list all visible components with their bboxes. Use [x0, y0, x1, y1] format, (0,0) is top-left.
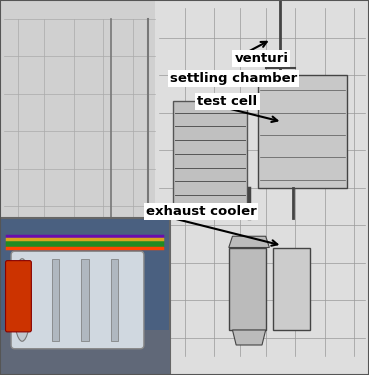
Ellipse shape: [13, 259, 31, 341]
FancyBboxPatch shape: [173, 101, 247, 206]
Text: exhaust cooler: exhaust cooler: [146, 206, 256, 218]
Text: venturi: venturi: [234, 52, 288, 64]
FancyBboxPatch shape: [111, 259, 118, 341]
FancyBboxPatch shape: [81, 259, 89, 341]
Polygon shape: [229, 236, 269, 248]
FancyBboxPatch shape: [258, 75, 347, 188]
Text: test cell: test cell: [197, 95, 258, 108]
FancyBboxPatch shape: [11, 251, 144, 349]
FancyBboxPatch shape: [273, 248, 310, 330]
FancyBboxPatch shape: [229, 248, 266, 330]
FancyBboxPatch shape: [155, 0, 369, 375]
FancyBboxPatch shape: [0, 330, 170, 375]
Polygon shape: [232, 330, 266, 345]
FancyBboxPatch shape: [6, 261, 31, 332]
Text: settling chamber: settling chamber: [170, 72, 297, 85]
FancyBboxPatch shape: [0, 217, 170, 375]
FancyBboxPatch shape: [52, 259, 59, 341]
